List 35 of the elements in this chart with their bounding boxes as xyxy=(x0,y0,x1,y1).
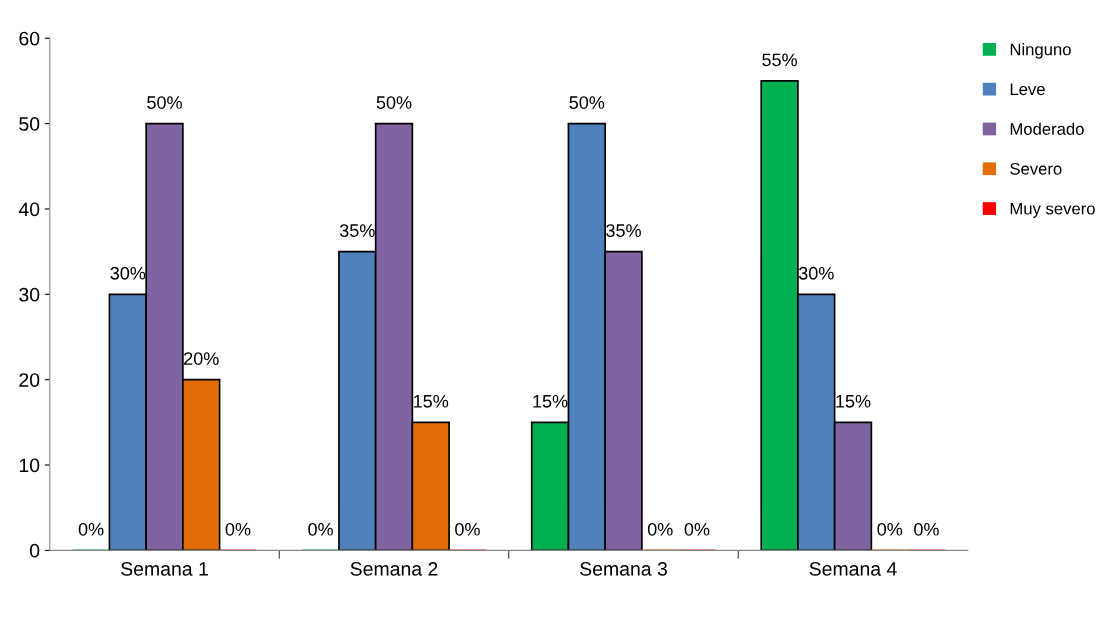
data-label: 55% xyxy=(762,53,797,67)
legend-label: Severo xyxy=(1010,162,1062,175)
data-label: 50% xyxy=(147,96,182,109)
data-label: 0% xyxy=(914,522,939,536)
legend-label: Moderado xyxy=(1010,122,1084,135)
data-label: 0% xyxy=(225,522,251,536)
data-label: 30% xyxy=(798,266,834,280)
data-label: 35% xyxy=(606,224,641,237)
y-tick-label: 20 xyxy=(19,373,40,387)
x-tick-label: Semana 3 xyxy=(580,561,667,576)
y-tick-label: 50 xyxy=(19,117,40,131)
legend-label: Muy severo xyxy=(1010,202,1095,218)
data-label: 15% xyxy=(836,394,871,408)
data-label: 0% xyxy=(877,522,903,536)
y-tick-label: 10 xyxy=(19,458,40,473)
legend-label: Ninguno xyxy=(1010,43,1071,59)
data-label: 0% xyxy=(455,522,480,536)
x-tick-label: Semana 2 xyxy=(350,561,438,576)
data-label: 0% xyxy=(78,522,104,536)
data-label: 0% xyxy=(684,522,710,536)
data-label: 20% xyxy=(184,352,219,365)
data-label: 15% xyxy=(533,394,568,408)
y-tick-label: 60 xyxy=(19,31,40,46)
legend-label: Leve xyxy=(1010,83,1045,96)
data-label: 0% xyxy=(308,522,333,536)
data-label: 35% xyxy=(339,224,375,237)
data-label: 0% xyxy=(647,522,673,536)
data-label: 50% xyxy=(376,96,412,109)
y-tick-label: 0 xyxy=(29,543,40,558)
y-tick-label: 30 xyxy=(19,287,40,302)
data-label: 50% xyxy=(569,96,605,109)
y-tick-label: 40 xyxy=(18,202,40,217)
x-tick-label: Semana 1 xyxy=(121,561,208,576)
data-label: 15% xyxy=(414,394,449,408)
x-tick-label: Semana 4 xyxy=(809,561,897,576)
